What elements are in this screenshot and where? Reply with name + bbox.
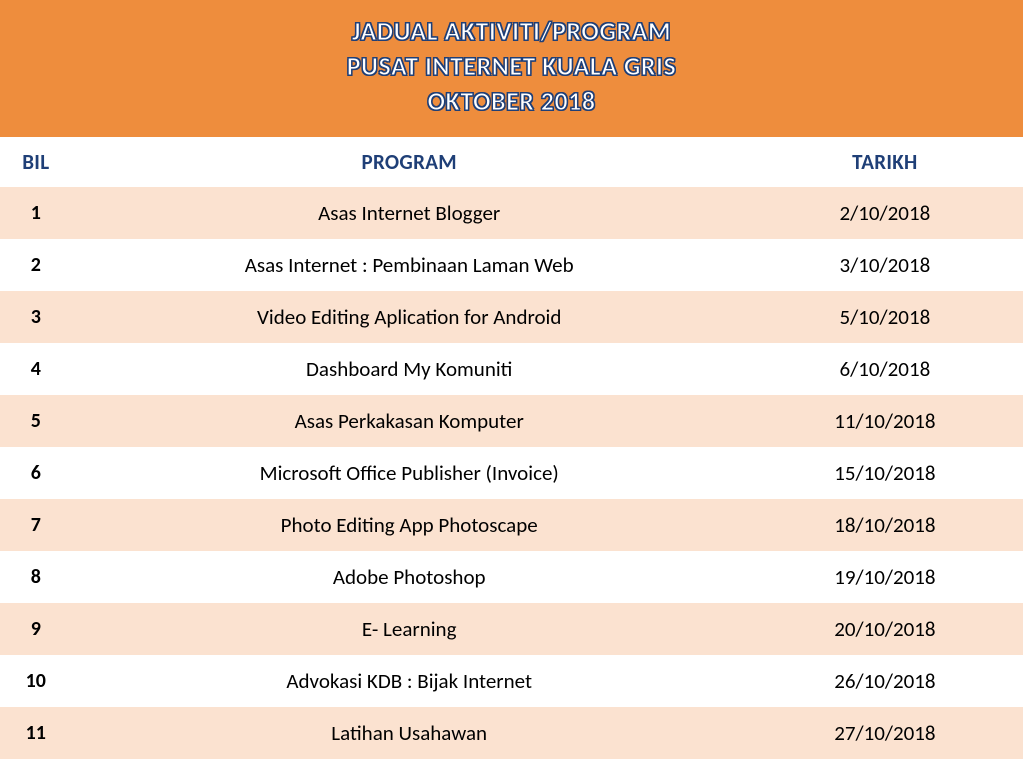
cell-tarikh: 27/10/2018	[747, 707, 1023, 759]
document-header: JADUAL AKTIVITI/PROGRAM PUSAT INTERNET K…	[0, 0, 1023, 137]
cell-tarikh: 6/10/2018	[747, 343, 1023, 395]
cell-bil: 10	[0, 655, 72, 707]
schedule-table: BIL PROGRAM TARIKH 1 Asas Internet Blogg…	[0, 137, 1023, 759]
table-row: 8 Adobe Photoshop 19/10/2018	[0, 551, 1023, 603]
cell-program: Advokasi KDB : Bijak Internet	[72, 655, 747, 707]
cell-program: Microsoft Office Publisher (Invoice)	[72, 447, 747, 499]
cell-bil: 11	[0, 707, 72, 759]
cell-bil: 1	[0, 187, 72, 239]
col-header-bil: BIL	[0, 137, 72, 187]
cell-program: Asas Internet Blogger	[72, 187, 747, 239]
cell-tarikh: 19/10/2018	[747, 551, 1023, 603]
cell-program: E- Learning	[72, 603, 747, 655]
table-row: 1 Asas Internet Blogger 2/10/2018	[0, 187, 1023, 239]
cell-program: Asas Internet : Pembinaan Laman Web	[72, 239, 747, 291]
table-row: 11 Latihan Usahawan 27/10/2018	[0, 707, 1023, 759]
table-row: 6 Microsoft Office Publisher (Invoice) 1…	[0, 447, 1023, 499]
table-header-row: BIL PROGRAM TARIKH	[0, 137, 1023, 187]
cell-program: Dashboard My Komuniti	[72, 343, 747, 395]
cell-bil: 8	[0, 551, 72, 603]
cell-tarikh: 20/10/2018	[747, 603, 1023, 655]
cell-program: Latihan Usahawan	[72, 707, 747, 759]
cell-bil: 5	[0, 395, 72, 447]
cell-program: Photo Editing App Photoscape	[72, 499, 747, 551]
table-row: 3 Video Editing Aplication for Android 5…	[0, 291, 1023, 343]
col-header-tarikh: TARIKH	[747, 137, 1023, 187]
table-row: 2 Asas Internet : Pembinaan Laman Web 3/…	[0, 239, 1023, 291]
table-row: 9 E- Learning 20/10/2018	[0, 603, 1023, 655]
cell-bil: 2	[0, 239, 72, 291]
cell-tarikh: 3/10/2018	[747, 239, 1023, 291]
cell-program: Adobe Photoshop	[72, 551, 747, 603]
cell-tarikh: 2/10/2018	[747, 187, 1023, 239]
header-title-line-1: JADUAL AKTIVITI/PROGRAM	[0, 14, 1023, 49]
col-header-program: PROGRAM	[72, 137, 747, 187]
cell-bil: 9	[0, 603, 72, 655]
cell-bil: 4	[0, 343, 72, 395]
cell-bil: 6	[0, 447, 72, 499]
cell-tarikh: 26/10/2018	[747, 655, 1023, 707]
table-body: 1 Asas Internet Blogger 2/10/2018 2 Asas…	[0, 187, 1023, 759]
table-row: 10 Advokasi KDB : Bijak Internet 26/10/2…	[0, 655, 1023, 707]
cell-tarikh: 18/10/2018	[747, 499, 1023, 551]
cell-tarikh: 5/10/2018	[747, 291, 1023, 343]
cell-bil: 3	[0, 291, 72, 343]
schedule-document: JADUAL AKTIVITI/PROGRAM PUSAT INTERNET K…	[0, 0, 1023, 765]
table-row: 4 Dashboard My Komuniti 6/10/2018	[0, 343, 1023, 395]
cell-program: Asas Perkakasan Komputer	[72, 395, 747, 447]
cell-bil: 7	[0, 499, 72, 551]
cell-program: Video Editing Aplication for Android	[72, 291, 747, 343]
header-title-line-2: PUSAT INTERNET KUALA GRIS	[0, 49, 1023, 84]
table-row: 5 Asas Perkakasan Komputer 11/10/2018	[0, 395, 1023, 447]
table-row: 7 Photo Editing App Photoscape 18/10/201…	[0, 499, 1023, 551]
cell-tarikh: 11/10/2018	[747, 395, 1023, 447]
cell-tarikh: 15/10/2018	[747, 447, 1023, 499]
header-title-line-3: OKTOBER 2018	[0, 84, 1023, 119]
